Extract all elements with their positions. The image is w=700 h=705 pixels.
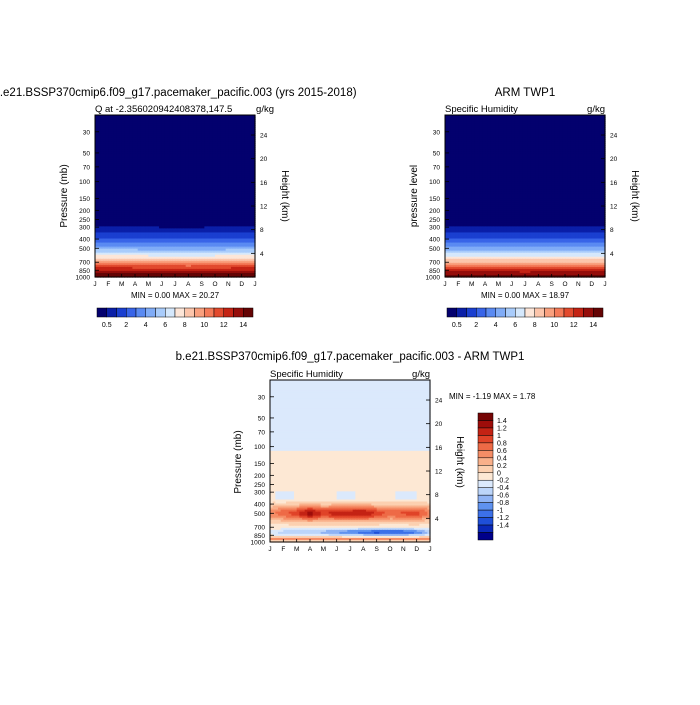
y-tick-label: 70 xyxy=(83,164,91,171)
panel1-ylabel: Pressure (mb) xyxy=(59,164,70,227)
panel2-subtitle-left: Specific Humidity xyxy=(445,104,518,115)
y-tick-label: 400 xyxy=(79,237,90,244)
y-tick-label: 300 xyxy=(79,225,90,232)
colorbar-swatch xyxy=(195,308,205,317)
y-tick-label: 200 xyxy=(79,208,90,215)
height-tick-label: 12 xyxy=(260,204,268,211)
x-tick-label: J xyxy=(93,281,96,288)
y-tick-label: 250 xyxy=(79,217,90,224)
colorbar-label: 10 xyxy=(200,322,208,329)
colorbar-swatch xyxy=(165,308,175,317)
x-tick-label: O xyxy=(212,281,217,288)
colorbar-swatch xyxy=(117,308,127,317)
x-tick-label: M xyxy=(119,281,124,288)
colorbar-swatch xyxy=(204,308,214,317)
x-tick-label: F xyxy=(106,281,110,288)
y-tick-label: 50 xyxy=(83,150,91,157)
height-tick-label: 24 xyxy=(260,133,268,140)
x-tick-label: D xyxy=(239,281,244,288)
x-tick-label: M xyxy=(146,281,151,288)
colorbar-label: 4 xyxy=(144,322,148,329)
height-tick-label: 20 xyxy=(260,156,268,163)
colorbar-label: 2 xyxy=(124,322,128,329)
colorbar-swatch xyxy=(214,308,224,317)
panel1-stats: MIN = 0.00 MAX = 20.27 xyxy=(131,291,220,300)
panel1-subtitle-right: g/kg xyxy=(256,104,274,115)
colorbar-swatch xyxy=(185,308,195,317)
x-tick-label: A xyxy=(186,281,191,288)
panel2-plot: 3050701001502002503004005007008501000242… xyxy=(426,115,618,288)
height-tick-label: 8 xyxy=(260,227,264,234)
colorbar-swatch xyxy=(243,308,253,317)
colorbar-swatch xyxy=(224,308,234,317)
colorbar-swatch xyxy=(175,308,185,317)
colorbar-swatch xyxy=(156,308,166,317)
height-tick-label: 16 xyxy=(260,180,268,187)
panel1-title: b.e21.BSSP370cmip6.f09_g17.pacemaker_pac… xyxy=(0,87,357,99)
y-tick-label: 100 xyxy=(79,179,90,186)
y-tick-label: 700 xyxy=(79,260,90,267)
panel1-colorbar: 0.5 2 4 6 8 10 12 14 xyxy=(97,308,253,329)
panel1-subtitle-left: Q at -2.356020942408378,147.5 xyxy=(95,104,232,115)
colorbar-swatch xyxy=(136,308,146,317)
colorbar-label: 8 xyxy=(183,322,187,329)
colorbar-swatch xyxy=(146,308,156,317)
x-tick-label: N xyxy=(226,281,231,288)
panel1-ylabel-right: Height (km) xyxy=(279,170,290,222)
height-tick-label: 4 xyxy=(260,251,264,258)
x-tick-label: S xyxy=(199,281,204,288)
panel2-title: ARM TWP1 xyxy=(495,87,556,99)
colorbar-swatch xyxy=(97,308,107,317)
x-tick-label: J xyxy=(173,281,176,288)
y-tick-label: 150 xyxy=(79,196,90,203)
x-tick-label: J xyxy=(253,281,256,288)
x-tick-label: J xyxy=(160,281,163,288)
panel2-subtitle-right: g/kg xyxy=(587,104,605,115)
colorbar-label: 12 xyxy=(220,322,228,329)
colorbar-label: 6 xyxy=(163,322,167,329)
colorbar-swatch xyxy=(126,308,136,317)
y-tick-label: 30 xyxy=(83,129,91,136)
x-tick-label: A xyxy=(133,281,138,288)
y-tick-label: 500 xyxy=(79,246,90,253)
colorbar-label: 0.5 xyxy=(102,322,112,329)
colorbar-swatch xyxy=(107,308,117,317)
panel1-plot: 3050701001502002503004005007008501000242… xyxy=(76,115,268,288)
colorbar-label: 14 xyxy=(239,322,247,329)
y-tick-label: 1000 xyxy=(76,275,91,282)
colorbar-swatch xyxy=(234,308,244,317)
